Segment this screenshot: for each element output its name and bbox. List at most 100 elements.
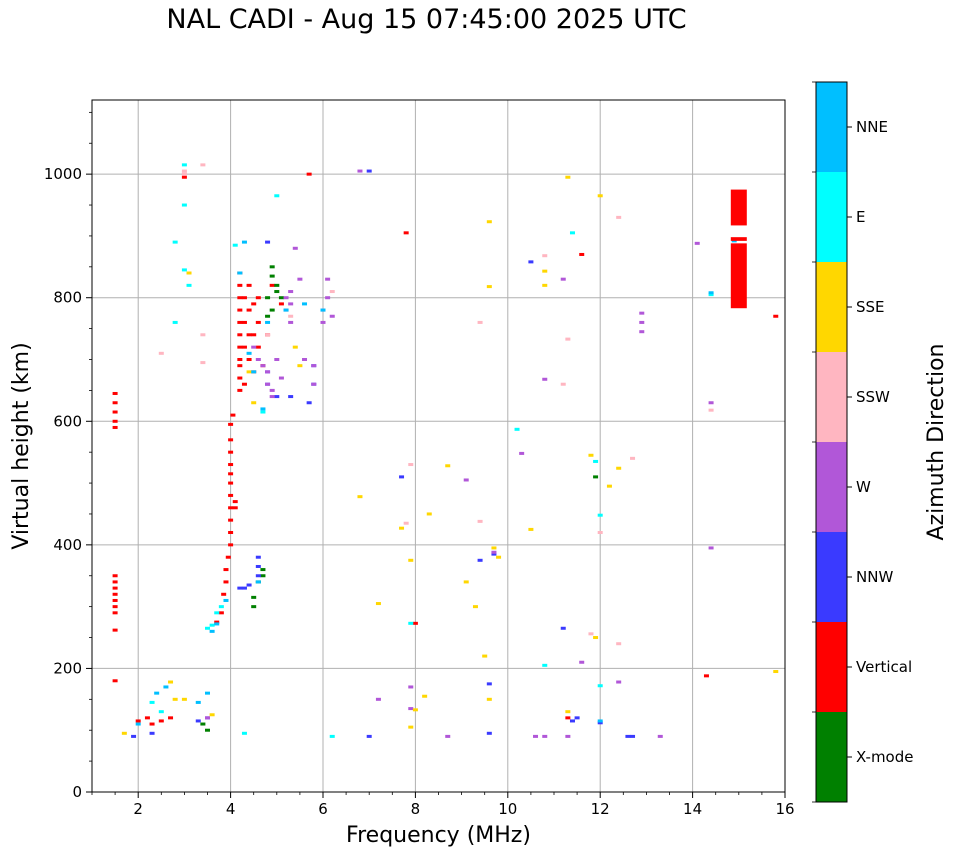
y-tick-label: 1000 bbox=[44, 165, 82, 183]
echo-mark-nnw bbox=[274, 395, 280, 399]
echo-mark-nnw bbox=[255, 564, 261, 568]
colorbar: X-mode Vertical NNW W SSW SSE E NNE bbox=[812, 81, 913, 803]
echo-mark-vertical bbox=[228, 518, 234, 522]
echo-mark-ssw bbox=[200, 333, 206, 337]
echo-mark-w bbox=[288, 290, 294, 294]
echo-mark-e bbox=[514, 427, 520, 431]
echo-mark-nnw bbox=[149, 731, 155, 735]
echo-mark-sse bbox=[565, 710, 571, 714]
echo-mark-e bbox=[232, 243, 238, 247]
echo-mark-w bbox=[408, 707, 414, 711]
echo-mark-vertical bbox=[237, 308, 243, 312]
data-marks bbox=[112, 163, 779, 738]
echo-mark-w bbox=[533, 734, 539, 738]
echo-mark-x-mode bbox=[205, 728, 210, 732]
echo-mark-x-mode bbox=[269, 265, 275, 269]
echo-mark-nne bbox=[302, 302, 308, 306]
echo-mark-w bbox=[260, 364, 266, 368]
echo-mark-nnw bbox=[574, 716, 580, 720]
x-tick-label: 2 bbox=[133, 800, 143, 818]
echo-mark-e bbox=[181, 203, 187, 207]
x-tick-label: 10 bbox=[498, 800, 517, 818]
echo-mark-nnw bbox=[560, 626, 566, 630]
echo-mark-vertical bbox=[112, 592, 118, 596]
echo-mark-vertical bbox=[278, 302, 284, 306]
echo-mark-nne bbox=[223, 598, 229, 602]
echo-mark-e bbox=[218, 605, 224, 609]
echo-mark-e bbox=[329, 734, 335, 738]
echo-mark-e bbox=[408, 621, 414, 625]
echo-mark-vertical bbox=[269, 283, 275, 287]
echo-mark-vertical bbox=[241, 296, 247, 300]
echo-mark-vertical bbox=[230, 413, 236, 417]
echo-mark-sse bbox=[616, 466, 622, 470]
echo-mark-ssw bbox=[329, 290, 335, 294]
echo-mark-e bbox=[274, 194, 280, 198]
echo-mark-sse bbox=[246, 370, 252, 374]
x-tick-label: 8 bbox=[411, 800, 421, 818]
echo-mark-vertical bbox=[158, 719, 164, 723]
chart-title: NAL CADI - Aug 15 07:45:00 2025 UTC bbox=[166, 4, 687, 35]
echo-mark-sse bbox=[297, 364, 303, 368]
echo-mark-nnw bbox=[366, 734, 372, 738]
colorbar-tick-label: SSW bbox=[856, 388, 890, 406]
echo-mark-sse bbox=[463, 580, 469, 584]
echo-mark-w bbox=[265, 382, 271, 386]
echo-mark-ssw bbox=[588, 632, 594, 636]
colorbar-tick-label: W bbox=[856, 478, 871, 496]
echo-mark-sse bbox=[209, 713, 215, 717]
plot-frame bbox=[91, 99, 786, 793]
colorbar-tick-label: X-mode bbox=[856, 748, 913, 766]
colorbar-segment-vertical bbox=[816, 622, 847, 712]
echo-mark-vertical bbox=[403, 231, 409, 235]
echo-mark-vertical bbox=[773, 314, 779, 318]
grid-lines bbox=[92, 100, 786, 793]
echo-mark-vertical bbox=[237, 345, 243, 349]
echo-mark-w bbox=[445, 734, 451, 738]
echo-mark-sse bbox=[472, 605, 478, 609]
echo-mark-nne bbox=[260, 407, 266, 411]
echo-mark-sse bbox=[606, 484, 612, 488]
echo-mark-ssw bbox=[200, 361, 206, 365]
echo-mark-sse bbox=[496, 555, 502, 559]
echo-mark-vertical bbox=[112, 410, 118, 414]
echo-mark-ssw bbox=[265, 333, 271, 337]
echo-mark-vertical bbox=[112, 611, 118, 615]
echo-mark-nnw bbox=[597, 721, 603, 725]
x-tick-label: 12 bbox=[591, 800, 610, 818]
colorbar-segment-ssw bbox=[816, 352, 847, 442]
echo-mark-w bbox=[639, 311, 645, 315]
echo-mark-ssw bbox=[597, 531, 603, 534]
echo-mark-w bbox=[325, 296, 331, 300]
echo-mark-vertical bbox=[181, 175, 187, 179]
echo-mark-vertical bbox=[237, 320, 243, 324]
echo-mark-nne bbox=[265, 320, 271, 324]
echo-mark-w bbox=[491, 550, 497, 554]
echo-mark-nne bbox=[209, 629, 215, 633]
echo-mark-ssw bbox=[181, 169, 187, 173]
echo-mark-vertical bbox=[246, 358, 252, 361]
echo-mark-nne bbox=[237, 271, 243, 275]
echo-mark-w bbox=[269, 388, 275, 392]
echo-mark-w bbox=[639, 320, 645, 324]
echo-mark-vertical bbox=[218, 611, 224, 615]
echo-mark-vertical bbox=[579, 252, 585, 256]
echo-mark-vertical bbox=[112, 580, 118, 584]
echo-mark-nnw bbox=[486, 731, 492, 735]
echo-mark-nnw bbox=[477, 558, 483, 562]
echo-mark-sse bbox=[292, 345, 298, 349]
echo-mark-vertical bbox=[241, 382, 247, 386]
echo-mark-vertical bbox=[251, 302, 257, 306]
echo-mark-sse bbox=[486, 285, 492, 289]
echo-mark-vertical bbox=[237, 376, 243, 380]
echo-mark-x-mode bbox=[251, 595, 257, 599]
echo-mark-vertical bbox=[237, 283, 243, 287]
echo-mark-ssw bbox=[630, 456, 636, 460]
echo-mark-sse bbox=[172, 697, 178, 701]
echo-mark-w bbox=[519, 451, 525, 455]
echo-mark-nnw bbox=[246, 583, 252, 587]
echo-mark-vertical bbox=[149, 722, 155, 726]
echo-mark-e bbox=[597, 684, 603, 688]
echo-mark-vertical bbox=[221, 592, 227, 596]
echo-mark-sse bbox=[412, 708, 418, 712]
